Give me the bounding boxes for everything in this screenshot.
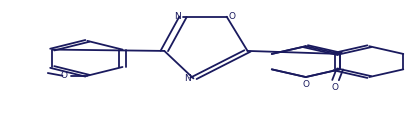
Text: O: O: [331, 83, 338, 92]
Text: O: O: [302, 80, 309, 89]
Text: O: O: [61, 71, 68, 80]
Text: N: N: [174, 12, 181, 21]
Text: N: N: [185, 74, 191, 83]
Text: O: O: [229, 12, 236, 21]
